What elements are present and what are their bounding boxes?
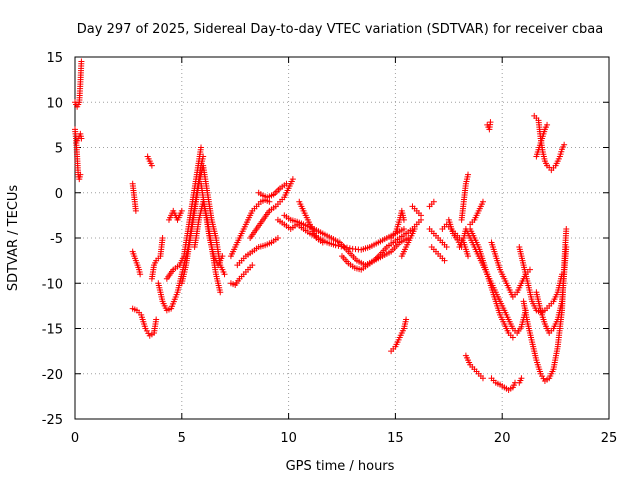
data-point <box>526 266 533 273</box>
data-point <box>479 375 486 382</box>
data-point <box>148 162 155 169</box>
x-tick-label: 5 <box>178 431 186 446</box>
y-tick-label: -10 <box>42 277 63 292</box>
data-point <box>249 262 256 269</box>
x-tick-label: 15 <box>387 431 404 446</box>
y-tick-label: -5 <box>50 232 63 247</box>
data-point <box>443 244 450 251</box>
data-point <box>137 271 144 278</box>
data-point <box>400 216 407 223</box>
axis-ticks <box>74 56 610 420</box>
data-point <box>78 58 85 65</box>
data-point <box>283 180 290 187</box>
chart-title: Day 297 of 2025, Sidereal Day-to-day VTE… <box>77 22 603 37</box>
x-tick-label: 25 <box>601 431 618 446</box>
data-point <box>465 253 472 260</box>
y-tick-label: -25 <box>42 413 63 428</box>
data-point <box>132 207 139 214</box>
data-point <box>153 316 160 323</box>
data-point <box>78 135 85 142</box>
x-axis-label: GPS time / hours <box>286 459 395 474</box>
data-point <box>403 316 410 323</box>
data-point <box>561 141 568 148</box>
data-point <box>418 212 425 219</box>
y-tick-label: -20 <box>42 368 63 383</box>
grid-lines <box>75 57 609 419</box>
data-point <box>274 235 281 241</box>
y-tick-labels: -25 -20 -15 -10 -5 0 5 10 15 <box>42 51 63 428</box>
y-tick-label: 5 <box>55 142 63 157</box>
data-point <box>159 235 166 241</box>
data-point <box>465 171 472 178</box>
y-axis-label: SDTVAR / TECUs <box>6 185 21 292</box>
y-tick-label: 15 <box>46 51 63 66</box>
data-point <box>221 271 228 278</box>
data-point <box>430 198 437 205</box>
y-tick-label: 0 <box>55 187 63 202</box>
data-point <box>341 244 348 251</box>
y-tick-label: 10 <box>46 96 63 111</box>
data-point <box>289 176 296 183</box>
data-point <box>479 198 486 205</box>
data-point <box>441 257 448 264</box>
x-tick-label: 0 <box>71 431 79 446</box>
data-point <box>509 334 516 341</box>
data-point <box>217 289 224 296</box>
x-tick-labels: 0 5 10 15 20 25 <box>71 431 617 446</box>
data-points <box>72 58 570 394</box>
data-point <box>77 171 84 178</box>
data-point <box>411 225 418 232</box>
data-point <box>544 121 551 128</box>
x-tick-label: 10 <box>280 431 297 446</box>
data-point <box>487 119 494 126</box>
data-point <box>178 207 185 214</box>
data-point <box>266 198 273 205</box>
y-tick-label: -15 <box>42 323 63 338</box>
x-tick-label: 20 <box>494 431 511 446</box>
data-point <box>219 253 226 260</box>
data-point <box>198 144 205 151</box>
data-point <box>563 225 570 232</box>
data-point <box>319 239 326 246</box>
data-point <box>518 375 525 382</box>
data-point <box>563 244 570 251</box>
data-point <box>400 225 407 232</box>
